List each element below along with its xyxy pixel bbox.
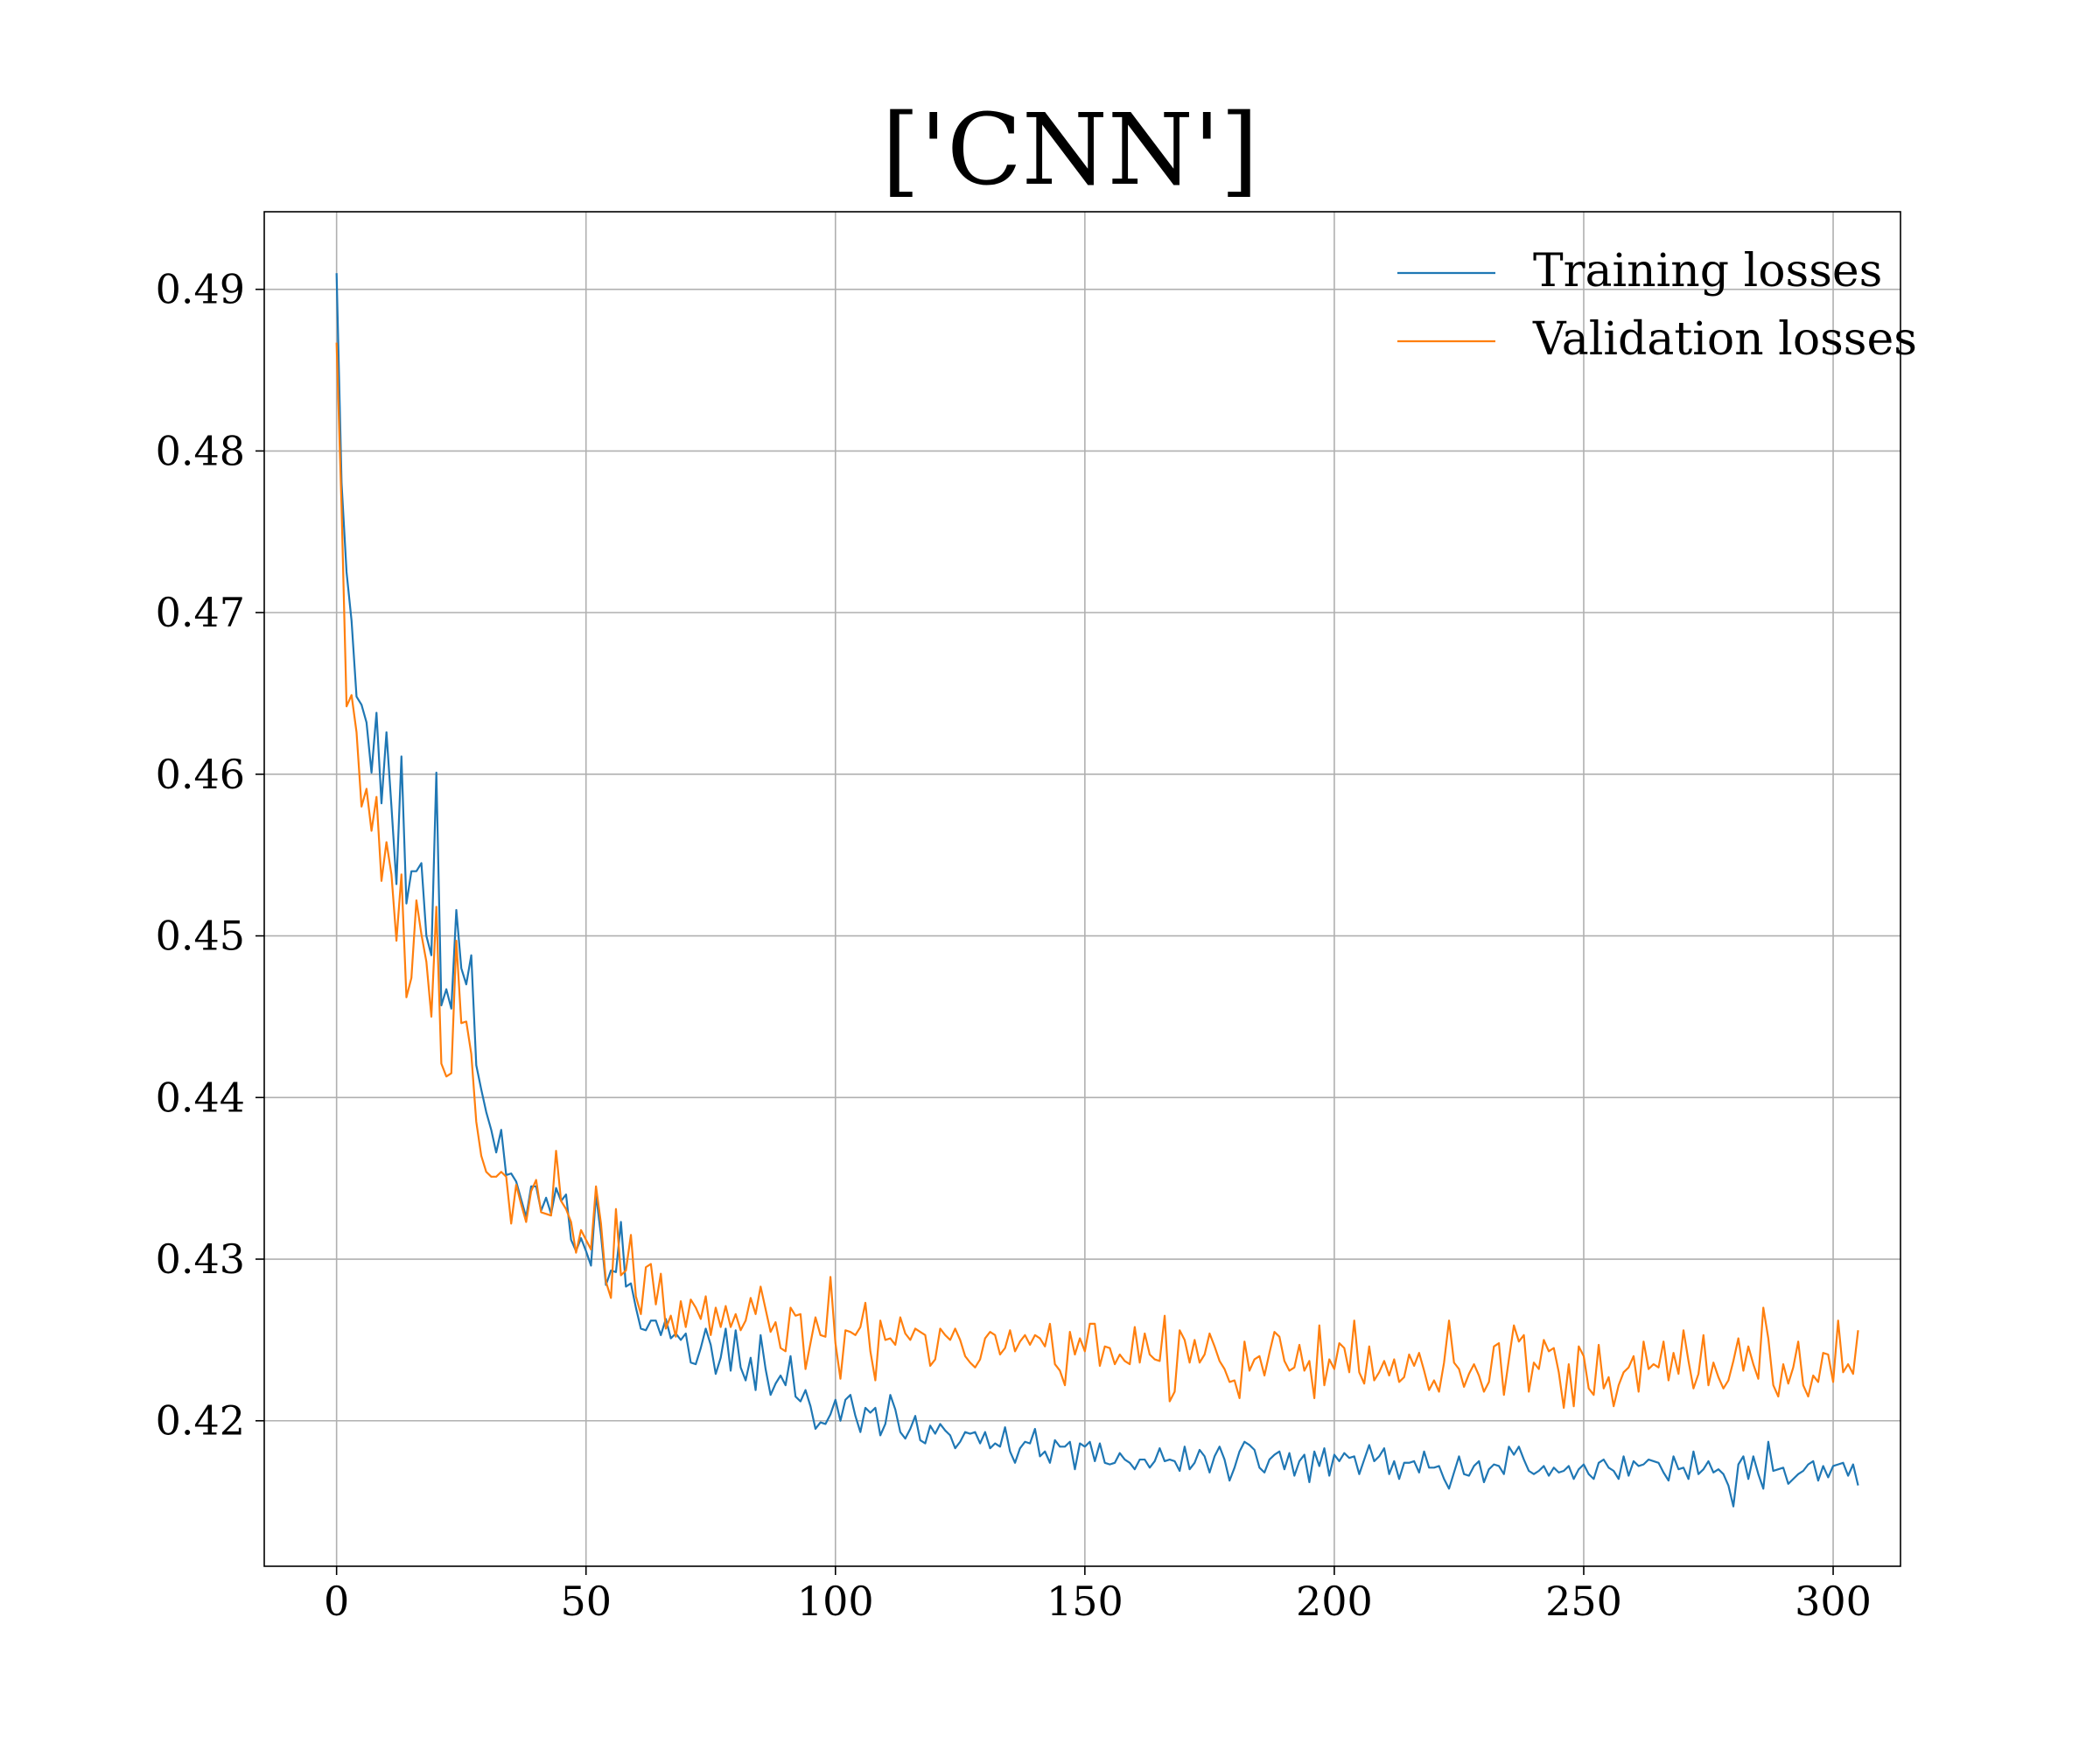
x-tick-label: 0 — [324, 1578, 349, 1625]
x-tick-label: 150 — [1046, 1578, 1124, 1625]
x-tick-label: 300 — [1795, 1578, 1872, 1625]
x-tick-label: 250 — [1545, 1578, 1622, 1625]
plot-area-frame — [263, 211, 1901, 1567]
validation-losses-line — [335, 342, 1859, 1410]
x-tick-label: 100 — [797, 1578, 874, 1625]
legend: Training losses Validation losses — [1397, 245, 1917, 366]
series-layer — [335, 273, 1859, 1508]
y-tick-label: 0.45 — [156, 913, 245, 960]
legend-label-validation: Validation losses — [1532, 313, 1917, 366]
y-tick-label: 0.47 — [156, 589, 245, 636]
y-tick-label: 0.43 — [156, 1236, 245, 1283]
chart-title: ['CNN'] — [882, 94, 1259, 207]
y-tick-label: 0.44 — [156, 1074, 245, 1121]
x-axis-ticks: 0 50 100 150 200 250 300 — [324, 1566, 1872, 1625]
grid-lines — [264, 212, 1900, 1566]
y-tick-label: 0.49 — [156, 266, 245, 313]
x-tick-label: 50 — [560, 1578, 612, 1625]
y-axis-ticks: 0.42 0.43 0.44 0.45 0.46 0.47 0.48 0.49 — [156, 266, 264, 1445]
y-tick-label: 0.48 — [156, 427, 245, 474]
y-tick-label: 0.46 — [156, 751, 245, 798]
training-losses-line — [335, 273, 1859, 1508]
y-tick-label: 0.42 — [156, 1397, 245, 1445]
x-tick-label: 200 — [1296, 1578, 1373, 1625]
legend-label-training: Training losses — [1533, 245, 1882, 298]
